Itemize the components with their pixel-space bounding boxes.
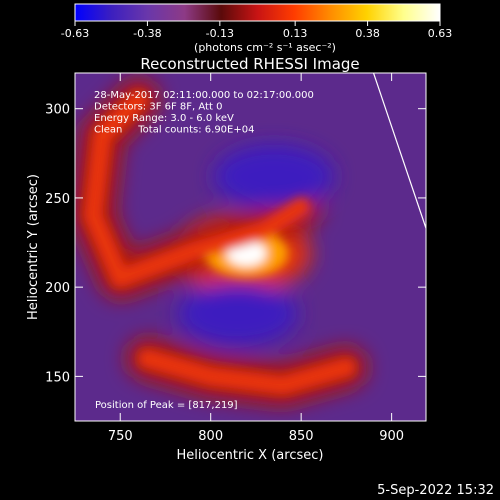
annotation-line: Detectors: 3F 6F 8F, Att 0 [94,102,222,113]
positive-arc-core [138,349,356,395]
annotation-line: 28-May-2017 02:11:00.000 to 02:17:00.000 [94,90,314,101]
y-tick-label: 300 [45,103,70,118]
x-axis-label: Heliocentric X (arcsec) [177,448,324,463]
peak-position-label: Position of Peak = [817,219] [95,400,238,411]
chart-title: Reconstructed RHESSI Image [140,55,359,73]
colorbar-tick-label: 0.38 [355,27,380,40]
colorbar-tick-label: -0.38 [133,27,161,40]
y-tick-label: 250 [45,192,70,207]
x-tick-label: 900 [379,429,404,444]
x-tick-label: 850 [289,429,314,444]
colorbar-unit-label: (photons cm⁻² s⁻¹ asec⁻²) [194,41,336,54]
x-axis-ticks: 750 800 850 900 [108,73,404,444]
colorbar-tick-label: -0.13 [206,27,234,40]
colorbar-tick-label: 0.63 [428,27,453,40]
colorbar: -0.63 -0.38 -0.13 0.13 0.38 0.63 (photons cm⁻… [61,3,452,54]
annotation-line: Energy Range: 3.0 - 6.0 keV [94,113,234,124]
colorbar-ticks: -0.63 -0.38 -0.13 0.13 0.38 0.63 [61,21,452,40]
colorbar-tick-label: 0.13 [283,27,308,40]
negative-lobe [177,281,298,346]
x-tick-label: 800 [198,429,223,444]
annotation-line: Clean Total counts: 6.90E+04 [94,125,254,136]
y-tick-label: 150 [45,370,70,385]
x-tick-label: 750 [108,429,133,444]
negative-lobe [214,144,335,209]
annotation-block: 28-May-2017 02:11:00.000 to 02:17:00.000… [94,90,314,136]
heatmap-image [75,73,426,421]
y-tick-label: 200 [45,281,70,296]
plot-frame [74,72,427,422]
colorbar-tick-label: -0.63 [61,27,89,40]
positive-arc-core [84,90,311,288]
limb-line [372,73,426,229]
footer-date: 5-Sep-2022 15:32 [377,483,494,498]
y-axis-label: Heliocentric Y (arcsec) [26,174,41,320]
colorbar-gradient [74,3,441,22]
y-axis-ticks: 150 200 250 300 [45,103,426,385]
